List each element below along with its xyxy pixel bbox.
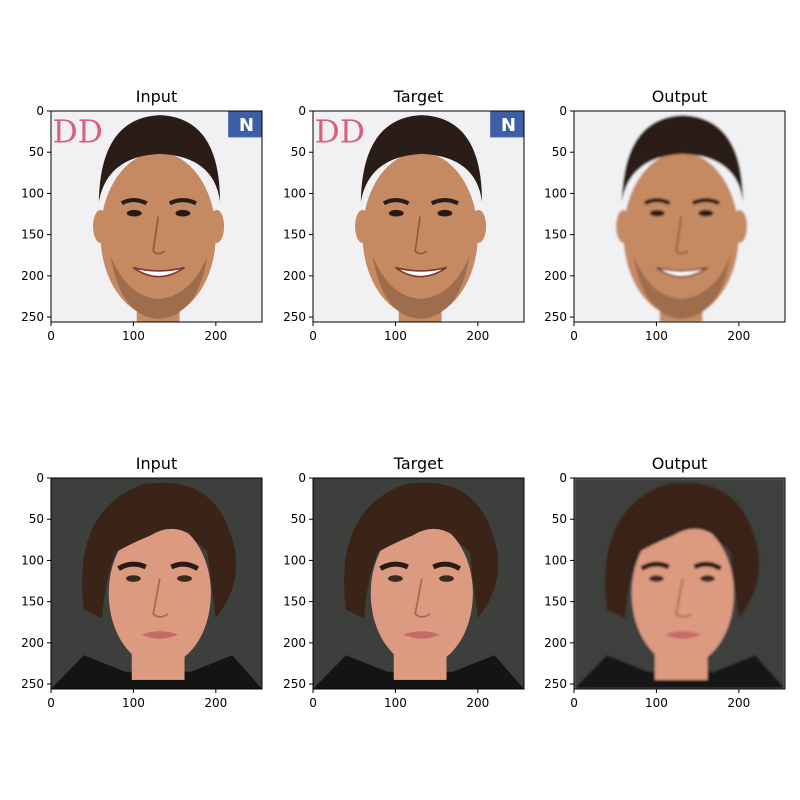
- y-tick-label: 250: [544, 677, 567, 691]
- panel-title-r1-c2: Target: [393, 87, 444, 106]
- y-tick-label: 0: [559, 471, 567, 485]
- y-tick-label: 100: [544, 186, 567, 200]
- axes-frame: [50, 477, 263, 690]
- y-tick-label: 50: [29, 145, 44, 159]
- y-tick-label: 0: [36, 471, 44, 485]
- y-tick-label: 150: [283, 228, 306, 242]
- y-tick-label: 200: [544, 269, 567, 283]
- y-tick-label: 250: [544, 310, 567, 324]
- x-tick-label: 0: [47, 329, 55, 343]
- svg-text:N: N: [501, 115, 516, 136]
- y-tick-label: 200: [21, 636, 44, 650]
- y-tick-label: 250: [283, 677, 306, 691]
- axes-frame: [573, 477, 786, 690]
- svg-text:DD: DD: [315, 114, 365, 150]
- face-image-r2-c2: [313, 478, 524, 689]
- x-tick-label: 200: [727, 329, 750, 343]
- panel-title-r1-c3: Output: [651, 87, 708, 106]
- x-tick-label: 100: [122, 696, 145, 710]
- y-tick-label: 200: [21, 269, 44, 283]
- y-tick-label: 0: [298, 104, 306, 118]
- y-tick-label: 50: [291, 145, 306, 159]
- y-tick-label: 0: [298, 471, 306, 485]
- y-tick-label: 150: [21, 228, 44, 242]
- y-tick-label: 150: [544, 228, 567, 242]
- y-tick-label: 150: [283, 595, 306, 609]
- x-tick-label: 200: [727, 696, 750, 710]
- axes-frame: [50, 110, 263, 323]
- face-image-r2-c1: [51, 478, 262, 689]
- panel-title-r2-c2: Target: [393, 454, 444, 473]
- face-image-r1-c3: [574, 111, 785, 322]
- face-image-r1-c2: DD N: [313, 111, 524, 322]
- face-image-r1-c1: DD N: [51, 111, 262, 322]
- x-tick-label: 0: [570, 329, 578, 343]
- y-tick-label: 200: [283, 636, 306, 650]
- x-tick-label: 100: [384, 696, 407, 710]
- y-tick-label: 200: [544, 636, 567, 650]
- y-tick-label: 100: [544, 553, 567, 567]
- y-tick-label: 250: [21, 677, 44, 691]
- x-tick-label: 200: [204, 329, 227, 343]
- x-tick-label: 0: [309, 329, 317, 343]
- x-tick-label: 200: [466, 696, 489, 710]
- face-image-r2-c3: [574, 478, 785, 689]
- svg-text:N: N: [239, 115, 254, 136]
- y-tick-label: 50: [29, 512, 44, 526]
- x-tick-label: 100: [384, 329, 407, 343]
- x-tick-label: 100: [122, 329, 145, 343]
- y-tick-label: 100: [21, 553, 44, 567]
- axes-frame: [573, 110, 786, 323]
- y-tick-label: 150: [21, 595, 44, 609]
- y-tick-label: 250: [21, 310, 44, 324]
- x-tick-label: 200: [204, 696, 227, 710]
- y-tick-label: 0: [36, 104, 44, 118]
- x-tick-label: 0: [47, 696, 55, 710]
- y-tick-label: 150: [544, 595, 567, 609]
- x-tick-label: 0: [309, 696, 317, 710]
- y-tick-label: 0: [559, 104, 567, 118]
- x-tick-label: 100: [645, 696, 668, 710]
- y-tick-label: 100: [283, 186, 306, 200]
- axes-frame: [312, 110, 525, 323]
- panel-title-r2-c3: Output: [651, 454, 708, 473]
- panel-title-r2-c1: Input: [135, 454, 178, 473]
- y-tick-label: 100: [283, 553, 306, 567]
- axes-frame: [312, 477, 525, 690]
- y-tick-label: 50: [291, 512, 306, 526]
- y-tick-label: 50: [552, 512, 567, 526]
- svg-text:DD: DD: [53, 114, 103, 150]
- y-tick-label: 100: [21, 186, 44, 200]
- y-tick-label: 250: [283, 310, 306, 324]
- x-tick-label: 200: [466, 329, 489, 343]
- y-tick-label: 200: [283, 269, 306, 283]
- y-tick-label: 50: [552, 145, 567, 159]
- x-tick-label: 0: [570, 696, 578, 710]
- x-tick-label: 100: [645, 329, 668, 343]
- panel-title-r1-c1: Input: [135, 87, 178, 106]
